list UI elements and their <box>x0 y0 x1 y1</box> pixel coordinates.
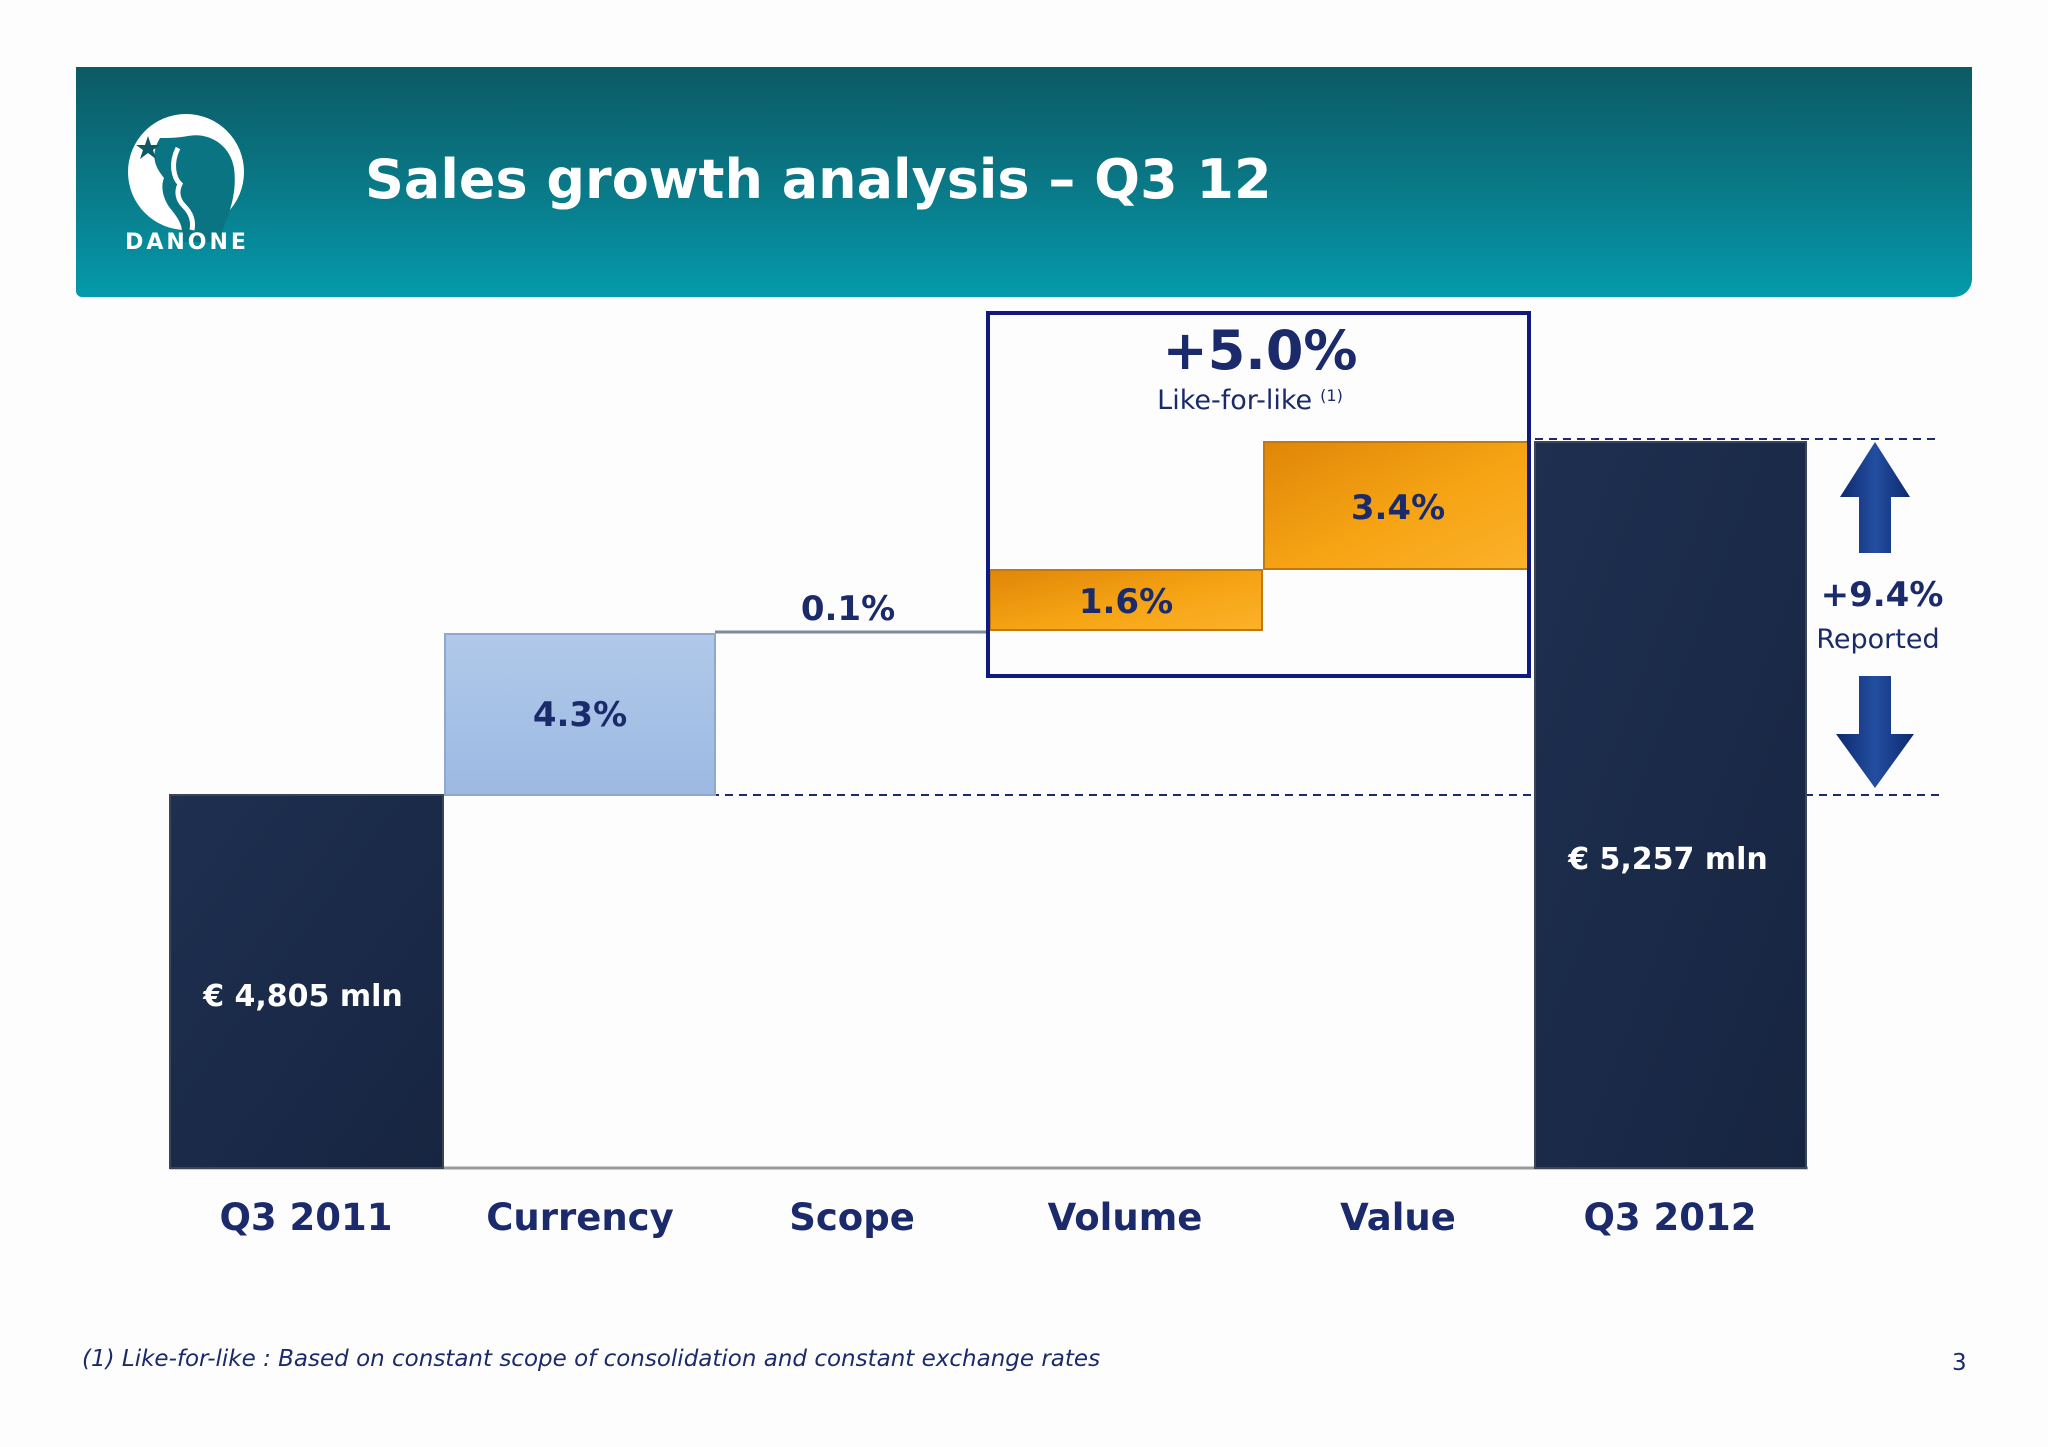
page-number: 3 <box>1952 1350 1967 1376</box>
like-for-like-caption: Like-for-like (1) <box>1157 385 1343 416</box>
data-label-currency: 4.3% <box>533 695 627 735</box>
bar-q3-2012 <box>1534 441 1807 1169</box>
data-label-scope: 0.1% <box>801 589 895 629</box>
x-tick-label-q3-2012: Q3 2012 <box>1583 1196 1756 1239</box>
like-for-like-footnote-marker: (1) <box>1320 386 1343 405</box>
bar-q3-2011 <box>169 794 444 1169</box>
x-tick-label-value: Value <box>1340 1196 1456 1239</box>
x-tick-label-q3-2011: Q3 2011 <box>219 1196 392 1239</box>
like-for-like-value: +5.0% <box>1162 319 1357 382</box>
data-label-q3-2012: € 5,257 mln <box>1567 842 1768 877</box>
bar-currency <box>444 633 716 796</box>
reported-growth-caption: Reported <box>1816 624 1939 655</box>
like-for-like-highlight-box <box>986 311 1531 678</box>
reported-growth-value: +9.4% <box>1821 575 1944 615</box>
data-label-value: 3.4% <box>1351 488 1445 528</box>
data-label-volume: 1.6% <box>1079 582 1173 622</box>
arrow-up-icon <box>1840 442 1910 553</box>
logo-wordmark: DANONE <box>125 230 249 255</box>
x-tick-label-currency: Currency <box>486 1196 673 1239</box>
footnote: (1) Like-for-like : Based on constant sc… <box>82 1346 1101 1372</box>
slide-title: Sales growth analysis – Q3 12 <box>365 148 1272 211</box>
data-label-q3-2011: € 4,805 mln <box>202 979 403 1014</box>
danone-logo-icon <box>128 114 244 242</box>
header-banner <box>76 67 1972 297</box>
x-tick-label-volume: Volume <box>1048 1196 1203 1239</box>
x-tick-label-scope: Scope <box>789 1196 915 1239</box>
like-for-like-caption-text: Like-for-like <box>1157 385 1312 416</box>
arrow-down-icon <box>1836 676 1914 788</box>
